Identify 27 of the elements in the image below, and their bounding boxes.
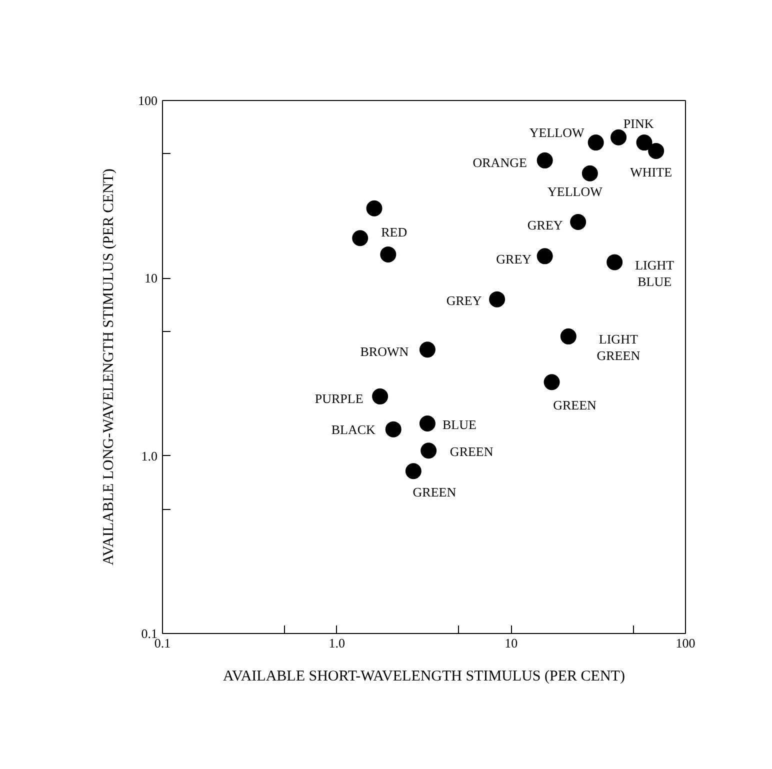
annotation: PINK [623,116,654,131]
annotation: GREY [527,218,564,233]
annotation: GREY [496,252,532,267]
y-axis-title: AVAILABLE LONG-WAVELENGTH STIMULUS (PER CENT) [101,168,117,566]
annotation: GREY [446,292,482,308]
annotation: GREEN [412,484,457,500]
annotation: BROWN [360,344,410,360]
y-tick-label: 1.0 [141,448,158,464]
annotation: GREEN [450,444,494,460]
annotation: BLACK [331,422,376,437]
y-tick-label: 10 [144,270,158,286]
annotation: LIGHT BLUE [635,257,674,289]
x-tick-label: 10 [504,636,518,650]
annotation: WHITE [630,164,672,180]
x-tick-label: 1.0 [328,636,345,650]
annotation: LIGHT GREEN [596,332,641,364]
annotation: GREEN [553,398,598,413]
x-axis-title: AVAILABLE SHORT-WAVELENGTH STIMULUS (PER CENT) [223,668,625,684]
y-tick-label: 0.1 [141,626,158,641]
annotation: YELLOW [529,125,586,140]
annotation: RED [381,224,408,240]
x-tick-label: 100 [676,636,696,650]
annotation: PURPLE [314,390,364,406]
annotation: BLUE [442,417,476,432]
y-tick-label: 100 [138,93,158,108]
annotation: YELLOW [547,184,604,199]
annotation: ORANGE [472,154,527,170]
